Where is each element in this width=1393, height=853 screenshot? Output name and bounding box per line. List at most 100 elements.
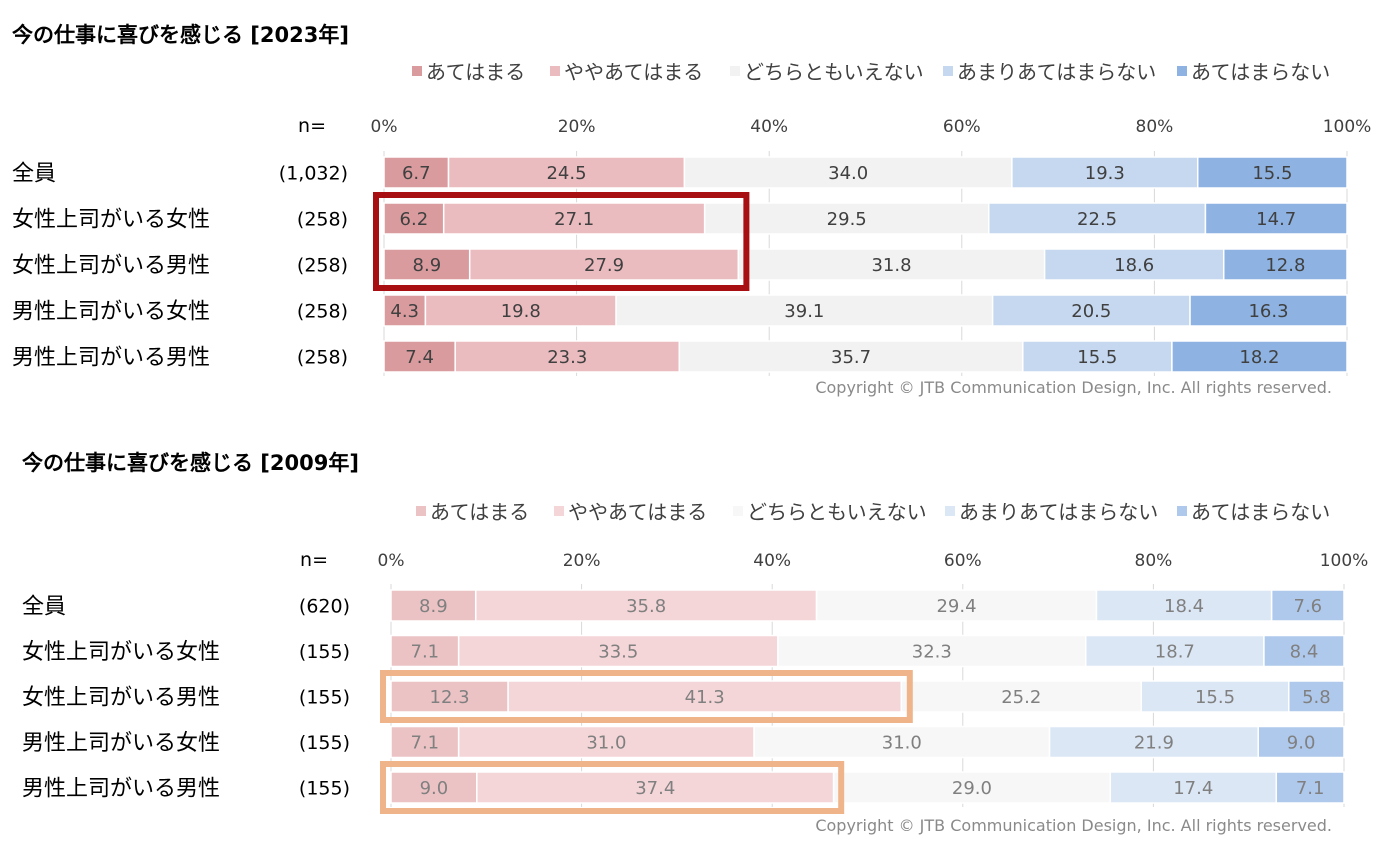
bar-segment bbox=[424, 294, 617, 327]
bar-value-label: 21.9 bbox=[1134, 733, 1174, 754]
bar-value-label: 7.1 bbox=[411, 733, 440, 754]
legend-label: あまりあてはまらない bbox=[959, 500, 1158, 524]
row-label: 全員 bbox=[22, 595, 66, 620]
row-label: 女性上司がいる男性 bbox=[22, 686, 220, 711]
legend-label: あてはまる bbox=[426, 60, 525, 84]
bar-value-label: 15.5 bbox=[1077, 347, 1117, 368]
bar-value-label: 27.9 bbox=[584, 255, 624, 276]
chart-2009: 今の仕事に喜びを感じる [2009年] あてはまる ややあてはまる どちらともいえない… bbox=[22, 451, 1368, 835]
legend-label: あてはまる bbox=[430, 500, 529, 524]
bar-segment bbox=[615, 294, 994, 327]
bar-segment bbox=[1288, 680, 1345, 713]
tick-label: 40% bbox=[750, 117, 788, 137]
tick-label: 0% bbox=[371, 117, 398, 137]
tick-label: 60% bbox=[943, 117, 981, 137]
legend-swatch bbox=[1177, 506, 1187, 516]
legend-label: ややあてはまる bbox=[564, 60, 703, 84]
bar-value-label: 37.4 bbox=[635, 778, 675, 799]
chart-2023: 今の仕事に喜びを感じる [2023年] あてはまる ややあてはまる どちらともいえない… bbox=[12, 23, 1371, 397]
bar-value-label: 7.4 bbox=[405, 347, 434, 368]
legend-swatch bbox=[733, 506, 743, 516]
bar-segment bbox=[1275, 771, 1345, 804]
bar-value-label: 6.7 bbox=[402, 163, 431, 184]
bar-value-label: 17.4 bbox=[1173, 778, 1213, 799]
legend-swatch bbox=[416, 506, 426, 516]
row-label: 男性上司がいる男性 bbox=[12, 346, 210, 371]
row-label: 女性上司がいる女性 bbox=[22, 640, 220, 665]
tick-label: 60% bbox=[944, 551, 982, 571]
bar-segment bbox=[383, 248, 471, 281]
tick-label: 100% bbox=[1323, 117, 1372, 137]
bar-value-label: 15.5 bbox=[1252, 163, 1292, 184]
bar-segment bbox=[737, 248, 1046, 281]
highlight-box bbox=[380, 670, 913, 723]
row-n: (258) bbox=[297, 255, 348, 277]
bar-value-label: 41.3 bbox=[685, 687, 725, 708]
bar-value-label: 29.5 bbox=[827, 209, 867, 230]
bar-segment bbox=[1270, 589, 1345, 622]
bar-value-label: 6.2 bbox=[400, 209, 429, 230]
bar-value-label: 7.1 bbox=[1296, 778, 1325, 799]
bar-segment bbox=[383, 202, 445, 235]
copyright-text: Copyright © JTB Communication Design, In… bbox=[815, 816, 1332, 835]
bar-segment bbox=[1196, 156, 1348, 189]
bar-segment bbox=[753, 725, 1051, 759]
tick-label: 0% bbox=[378, 551, 405, 571]
bar-segment bbox=[1095, 589, 1273, 622]
bar-value-label: 33.5 bbox=[598, 642, 638, 663]
row-n: (258) bbox=[297, 209, 348, 231]
legend-swatch bbox=[550, 66, 560, 76]
highlight-box bbox=[373, 192, 750, 291]
legend-swatch bbox=[412, 66, 422, 76]
bar-segment bbox=[1257, 725, 1345, 759]
row-label: 全員 bbox=[12, 162, 56, 187]
bar-value-label: 7.1 bbox=[411, 642, 440, 663]
row-n: (1,032) bbox=[279, 163, 348, 185]
row-n: (155) bbox=[299, 641, 350, 663]
bar-value-label: 18.7 bbox=[1155, 642, 1195, 663]
legend-swatch bbox=[945, 506, 955, 516]
row-label: 男性上司がいる女性 bbox=[22, 731, 220, 756]
legend-label: どちらともいえない bbox=[744, 60, 924, 84]
row-label: 女性上司がいる男性 bbox=[12, 254, 210, 279]
bar-segment bbox=[1140, 680, 1290, 713]
bar-value-label: 12.3 bbox=[430, 687, 470, 708]
bar-segment bbox=[383, 156, 450, 189]
bar-value-label: 35.7 bbox=[831, 347, 871, 368]
bar-value-label: 32.3 bbox=[912, 642, 952, 663]
bar-value-label: 31.8 bbox=[871, 255, 911, 276]
row-label: 男性上司がいる男性 bbox=[22, 777, 220, 802]
bar-segment bbox=[1011, 156, 1199, 189]
tick-label: 40% bbox=[753, 551, 791, 571]
legend-label: あまりあてはまらない bbox=[957, 60, 1156, 84]
bar-value-label: 31.0 bbox=[882, 733, 922, 754]
tick-label: 20% bbox=[558, 117, 596, 137]
bar-value-label: 29.0 bbox=[952, 778, 992, 799]
bar-segment bbox=[1204, 202, 1348, 235]
bar-value-label: 7.6 bbox=[1294, 596, 1323, 617]
bar-value-label: 19.3 bbox=[1085, 163, 1125, 184]
bar-value-label: 18.4 bbox=[1164, 596, 1204, 617]
bar-value-label: 5.8 bbox=[1302, 687, 1331, 708]
bar-segment bbox=[390, 771, 478, 804]
legend-swatch bbox=[554, 506, 564, 516]
row-label: 男性上司がいる女性 bbox=[12, 300, 210, 325]
row-n: (258) bbox=[297, 301, 348, 323]
bar-value-label: 27.1 bbox=[554, 209, 594, 230]
bar-segment bbox=[678, 340, 1024, 373]
bar-value-label: 35.8 bbox=[626, 596, 666, 617]
bar-segment bbox=[1189, 294, 1348, 327]
chart-title: 今の仕事に喜びを感じる [2009年] bbox=[22, 451, 359, 475]
bar-value-label: 19.8 bbox=[501, 301, 541, 322]
bar-value-label: 20.5 bbox=[1071, 301, 1111, 322]
bar-value-label: 8.9 bbox=[419, 596, 448, 617]
bar-value-label: 18.2 bbox=[1239, 347, 1279, 368]
bar-value-label: 39.1 bbox=[784, 301, 824, 322]
bar-segment bbox=[1109, 771, 1278, 804]
bar-value-label: 9.0 bbox=[420, 778, 449, 799]
bar-value-label: 29.4 bbox=[936, 596, 976, 617]
bar-value-label: 4.3 bbox=[390, 301, 419, 322]
bar-segment bbox=[457, 634, 779, 668]
bar-segment bbox=[390, 634, 460, 668]
